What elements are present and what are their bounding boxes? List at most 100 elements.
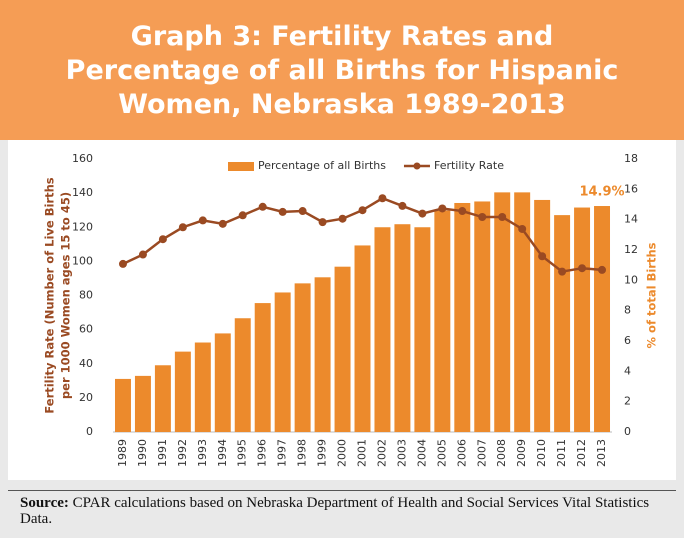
marker bbox=[458, 207, 467, 216]
y2-tick-label: 6 bbox=[624, 334, 631, 347]
y-tick-label: 120 bbox=[72, 220, 93, 233]
marker bbox=[398, 201, 407, 210]
y-tick-label: 140 bbox=[72, 186, 93, 199]
bar bbox=[314, 277, 331, 432]
x-tick-label: 2005 bbox=[435, 439, 448, 467]
marker bbox=[198, 216, 207, 225]
title-line: Percentage of all Births for Hispanic bbox=[65, 55, 619, 86]
marker bbox=[298, 207, 307, 216]
x-tick-label: 2003 bbox=[395, 439, 408, 467]
legend-swatch bbox=[228, 162, 254, 171]
y-tick-label: 160 bbox=[72, 152, 93, 165]
marker bbox=[478, 213, 487, 222]
title-line: Women, Nebraska 1989-2013 bbox=[118, 89, 566, 120]
bar bbox=[174, 351, 191, 432]
bar bbox=[234, 318, 251, 432]
bar bbox=[194, 342, 211, 432]
marker bbox=[438, 204, 447, 213]
x-tick-label: 2009 bbox=[515, 439, 528, 467]
y2-tick-label: 0 bbox=[624, 425, 631, 438]
y2-tick-label: 18 bbox=[624, 152, 638, 165]
source-text: CPAR calculations based on Nebraska Depa… bbox=[20, 495, 650, 527]
marker bbox=[558, 267, 567, 276]
x-tick-label: 1991 bbox=[156, 439, 169, 467]
x-tick-label: 1993 bbox=[196, 439, 209, 467]
x-tick-label: 1996 bbox=[256, 439, 269, 467]
x-tick-label: 2012 bbox=[575, 439, 588, 467]
y2-tick-label: 8 bbox=[624, 304, 631, 317]
bar bbox=[594, 206, 611, 432]
source-label: Source: bbox=[20, 495, 69, 511]
x-tick-label: 1989 bbox=[116, 439, 129, 467]
bar bbox=[214, 333, 231, 432]
legend-swatch bbox=[413, 162, 421, 170]
y2-tick-label: 12 bbox=[624, 243, 638, 256]
marker bbox=[378, 194, 387, 203]
bar bbox=[414, 227, 431, 432]
bar bbox=[514, 192, 531, 432]
bar bbox=[274, 292, 291, 432]
bar bbox=[294, 283, 311, 432]
y-tick-label: 20 bbox=[79, 391, 93, 404]
marker bbox=[278, 207, 287, 216]
chart-title: Graph 3: Fertility Rates and Percentage o… bbox=[0, 0, 684, 122]
bar bbox=[154, 365, 171, 432]
bar bbox=[554, 215, 571, 432]
legend-label: Fertility Rate bbox=[434, 159, 504, 172]
marker bbox=[118, 259, 127, 268]
x-tick-label: 1998 bbox=[296, 439, 309, 467]
header: Graph 3: Fertility Rates and Percentage o… bbox=[0, 0, 684, 140]
y2-tick-label: 10 bbox=[624, 273, 638, 286]
bar bbox=[474, 201, 491, 432]
y-tick-label: 0 bbox=[86, 425, 93, 438]
marker bbox=[418, 209, 427, 218]
x-tick-label: 2013 bbox=[595, 439, 608, 467]
marker bbox=[258, 202, 267, 211]
y-tick-label: 40 bbox=[79, 357, 93, 370]
x-tick-label: 1992 bbox=[176, 439, 189, 467]
marker bbox=[598, 265, 607, 274]
y2-tick-label: 14 bbox=[624, 213, 638, 226]
marker bbox=[338, 214, 347, 223]
marker bbox=[538, 252, 547, 261]
marker bbox=[358, 206, 367, 215]
x-tick-label: 2006 bbox=[455, 439, 468, 467]
bar bbox=[494, 192, 511, 432]
marker bbox=[578, 264, 587, 273]
marker bbox=[158, 235, 167, 244]
bar bbox=[254, 303, 271, 432]
bar bbox=[134, 375, 151, 432]
x-tick-label: 1997 bbox=[276, 439, 289, 467]
marker bbox=[138, 250, 147, 259]
y-axis-label: Fertility Rate (Number of Live Births bbox=[43, 177, 57, 413]
x-tick-label: 2011 bbox=[555, 439, 568, 467]
x-tick-label: 2004 bbox=[415, 439, 428, 467]
marker bbox=[218, 219, 227, 228]
y2-axis-label: % of total Births bbox=[645, 242, 659, 348]
marker bbox=[178, 223, 187, 232]
y2-tick-label: 16 bbox=[624, 182, 638, 195]
bar bbox=[374, 227, 391, 432]
x-tick-label: 2001 bbox=[356, 439, 369, 467]
y2-tick-label: 4 bbox=[624, 364, 631, 377]
bar bbox=[394, 224, 411, 432]
source: Source: CPAR calculations based on Nebra… bbox=[20, 495, 660, 527]
bar bbox=[354, 245, 371, 432]
x-tick-label: 1990 bbox=[136, 439, 149, 467]
title-line: Graph 3: Fertility Rates and bbox=[130, 21, 554, 52]
bar bbox=[334, 266, 351, 432]
x-tick-label: 1994 bbox=[216, 439, 229, 467]
y-axis-label: per 1000 Women ages 15 to 45) bbox=[59, 192, 73, 399]
marker bbox=[518, 224, 527, 233]
bar bbox=[454, 202, 471, 432]
bar bbox=[114, 378, 131, 432]
y-tick-label: 80 bbox=[79, 289, 93, 302]
x-tick-label: 2010 bbox=[535, 439, 548, 467]
bar bbox=[534, 199, 551, 432]
y-tick-label: 100 bbox=[72, 254, 93, 267]
x-tick-label: 2000 bbox=[336, 439, 349, 467]
chart: 0 20 40 60 80 100 120 140 160 0 2 4 6 8 10 12 14 16 18 1989… bbox=[8, 140, 676, 480]
x-tick-label: 1999 bbox=[316, 439, 329, 467]
y-tick-label: 60 bbox=[79, 323, 93, 336]
